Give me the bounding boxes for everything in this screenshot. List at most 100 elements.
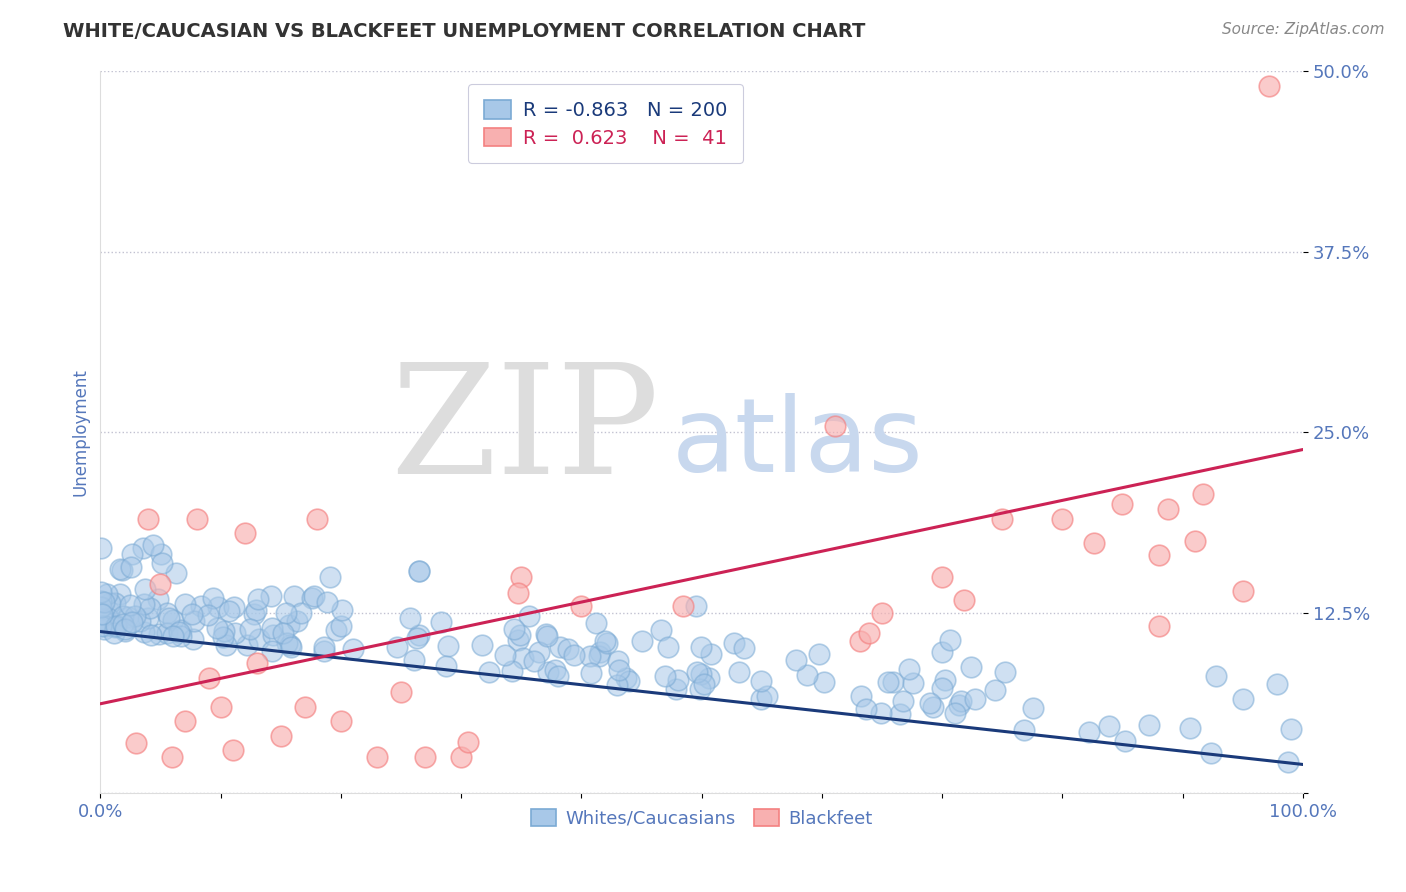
Point [685, 599, 707, 613]
Point [180, 607, 202, 621]
Point [236, 638, 259, 652]
Point [207, 599, 229, 614]
Point [569, 599, 592, 613]
Point [111, 563, 134, 577]
Point [125, 736, 148, 750]
Point [190, 599, 212, 614]
Point [536, 629, 558, 643]
Point [579, 666, 602, 681]
Point [889, 707, 911, 722]
Point [607, 655, 630, 669]
Point [385, 640, 408, 654]
Point [1178, 721, 1201, 735]
Point [588, 649, 610, 664]
Point [689, 682, 711, 697]
Point [671, 599, 693, 613]
Point [138, 611, 160, 625]
Point [183, 614, 205, 628]
Point [877, 675, 900, 690]
Point [132, 625, 155, 640]
Point [117, 610, 139, 624]
Point [93, 622, 115, 636]
Point [142, 538, 165, 552]
Point [849, 633, 872, 648]
Point [749, 673, 772, 688]
Point [304, 589, 326, 603]
Point [666, 673, 689, 688]
Point [527, 645, 550, 659]
Point [934, 673, 956, 687]
Point [585, 616, 607, 631]
Point [128, 615, 150, 629]
Point [557, 642, 579, 657]
Point [578, 649, 600, 664]
Point [1157, 502, 1180, 516]
Point [245, 603, 267, 617]
Point [280, 640, 302, 655]
Point [785, 653, 807, 667]
Point [796, 667, 818, 681]
Legend: Whites/Caucasians, Blackfeet: Whites/Caucasians, Blackfeet [524, 802, 879, 835]
Point [1281, 723, 1303, 737]
Point [693, 677, 716, 691]
Point [246, 657, 269, 671]
Point [93, 614, 115, 628]
Point [965, 692, 987, 706]
Point [290, 606, 312, 620]
Point [152, 557, 174, 571]
Point [931, 681, 953, 695]
Point [614, 671, 637, 685]
Point [330, 603, 353, 617]
Point [596, 635, 619, 649]
Point [931, 645, 953, 659]
Point [278, 617, 301, 632]
Point [278, 638, 301, 652]
Point [430, 615, 453, 630]
Point [1277, 755, 1299, 769]
Point [294, 699, 316, 714]
Point [517, 608, 540, 623]
Point [478, 665, 501, 679]
Point [162, 750, 184, 764]
Point [149, 548, 172, 562]
Point [98, 596, 121, 610]
Point [91, 612, 114, 626]
Point [949, 694, 972, 708]
Point [755, 689, 778, 703]
Point [690, 666, 713, 681]
Point [939, 632, 962, 647]
Point [183, 632, 205, 646]
Point [103, 626, 125, 640]
Point [134, 582, 156, 596]
Point [436, 639, 458, 653]
Point [214, 638, 236, 652]
Point [408, 564, 430, 578]
Point [233, 526, 256, 541]
Point [148, 626, 170, 640]
Point [994, 665, 1017, 679]
Point [631, 634, 654, 648]
Point [315, 595, 337, 609]
Point [273, 626, 295, 640]
Point [262, 643, 284, 657]
Point [901, 676, 924, 690]
Point [162, 613, 184, 627]
Point [305, 512, 328, 526]
Point [510, 569, 533, 583]
Point [325, 623, 347, 637]
Point [156, 626, 179, 640]
Point [1199, 746, 1222, 760]
Text: Source: ZipAtlas.com: Source: ZipAtlas.com [1222, 22, 1385, 37]
Point [948, 698, 970, 712]
Point [1021, 701, 1043, 715]
Point [104, 620, 127, 634]
Point [657, 640, 679, 654]
Point [120, 559, 142, 574]
Point [509, 628, 531, 642]
Point [984, 682, 1007, 697]
Y-axis label: Unemployment: Unemployment [72, 368, 89, 496]
Point [534, 627, 557, 641]
Point [389, 685, 412, 699]
Point [212, 630, 235, 644]
Point [97, 611, 120, 625]
